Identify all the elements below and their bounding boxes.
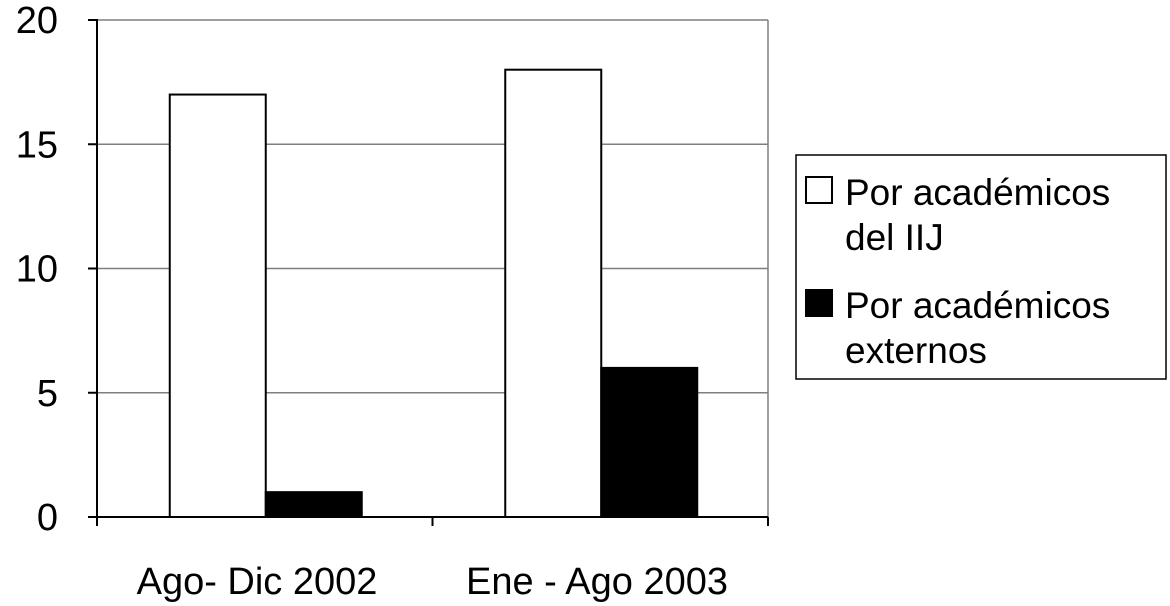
bars [168,68,699,519]
bar-series1-2 [504,68,603,518]
x-tick-label-1: Ago- Dic 2002 [137,561,378,603]
y-tick-label-0: 0 [37,497,58,539]
x-tick-label-2: Ene - Ago 2003 [466,561,728,603]
legend-label-2-line-1: Por académicos [845,285,1110,326]
legend-label-1-line-2: del IIJ [845,217,944,258]
bar-series2-2 [600,366,699,518]
legend-box [795,154,1167,380]
y-tick-label-15: 15 [16,124,58,166]
y-tick-label-5: 5 [37,373,58,415]
y-tick-label-20: 20 [16,0,58,42]
y-axis-ticks: 0 5 10 15 20 [16,0,97,539]
legend-label-1-line-1: Por académicos [845,172,1110,213]
bar-series1-1 [168,93,267,519]
bar-series2-1 [264,491,363,518]
x-axis-ticks: Ago- Dic 2002 Ene - Ago 2003 [96,517,769,603]
legend-swatch-1 [805,176,833,204]
legend-label-2-line-2: externos [845,330,987,371]
y-tick-label-10: 10 [16,249,58,291]
legend-swatch-2 [805,289,833,317]
